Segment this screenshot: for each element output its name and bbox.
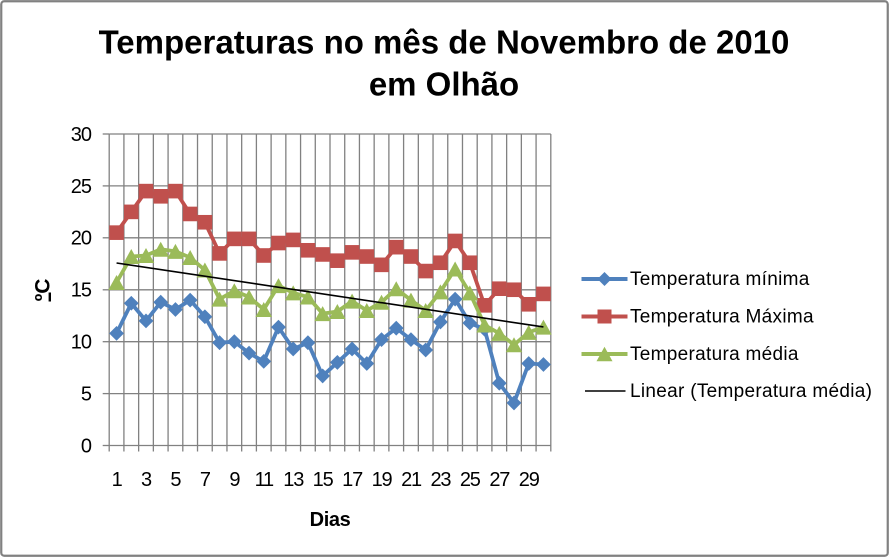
svg-text:30: 30: [71, 124, 92, 146]
svg-text:Temperaturas no mês de Novembr: Temperaturas no mês de Novembro de 2010: [99, 24, 790, 61]
svg-text:0: 0: [81, 435, 92, 457]
svg-text:Linear (Temperatura média): Linear (Temperatura média): [630, 381, 872, 402]
svg-text:19: 19: [372, 469, 393, 491]
svg-text:20: 20: [71, 228, 92, 250]
svg-text:5: 5: [170, 469, 181, 491]
svg-text:Temperatura mínima: Temperatura mínima: [630, 269, 810, 290]
svg-text:15: 15: [313, 469, 334, 491]
svg-text:3: 3: [141, 469, 152, 491]
svg-text:9: 9: [229, 469, 240, 491]
svg-text:11: 11: [255, 469, 274, 491]
svg-text:Temperatura média: Temperatura média: [630, 344, 799, 365]
svg-text:17: 17: [342, 469, 363, 491]
svg-text:29: 29: [519, 469, 540, 491]
svg-text:5: 5: [81, 384, 92, 406]
svg-text:23: 23: [430, 469, 451, 491]
svg-text:15: 15: [71, 280, 92, 302]
svg-text:10: 10: [71, 332, 92, 354]
svg-text:25: 25: [71, 176, 92, 198]
svg-text:21: 21: [401, 469, 422, 491]
svg-text:13: 13: [283, 469, 304, 491]
svg-text:ºC: ºC: [31, 279, 54, 302]
svg-text:7: 7: [200, 469, 211, 491]
svg-text:27: 27: [489, 469, 510, 491]
svg-text:25: 25: [460, 469, 481, 491]
svg-text:em Olhão: em Olhão: [369, 66, 519, 103]
svg-text:Dias: Dias: [310, 509, 351, 531]
svg-text:1: 1: [112, 469, 123, 491]
svg-text:Temperatura Máxima: Temperatura Máxima: [630, 307, 814, 328]
